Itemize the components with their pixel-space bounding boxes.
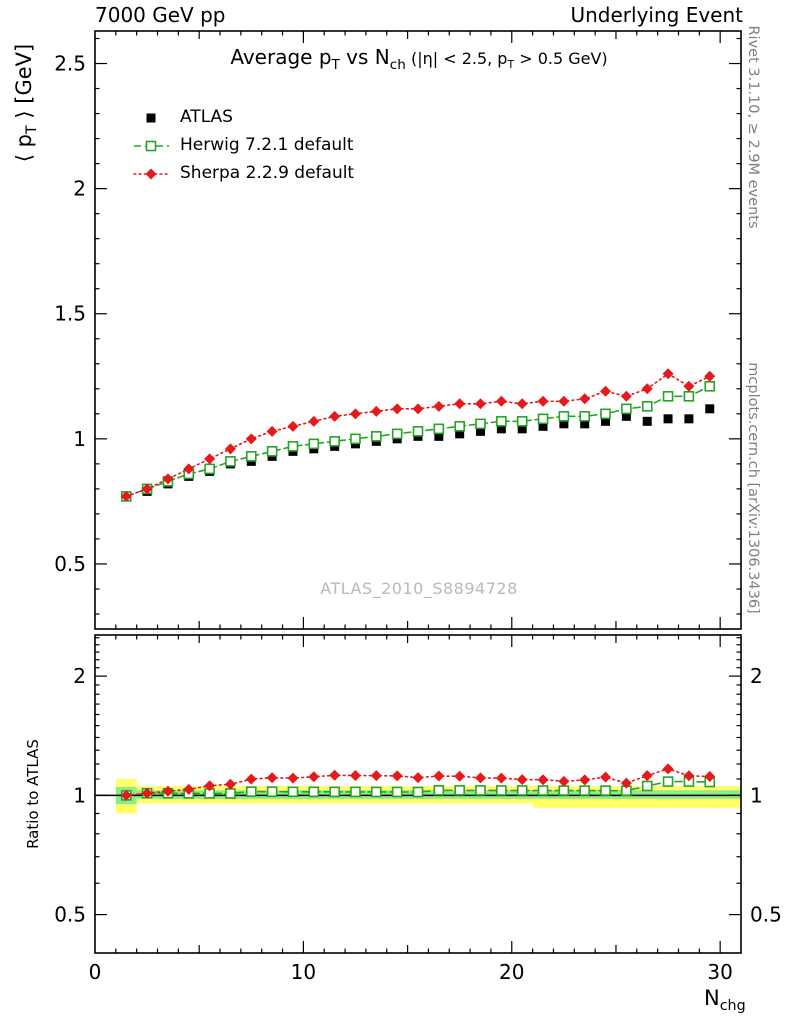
svg-text:0.5: 0.5 [54,552,86,576]
svg-text:0: 0 [89,960,102,984]
plot-title: Average pT vs Nch (|η| < 2.5, pT > 0.5 G… [230,45,608,73]
svg-text:1: 1 [73,783,86,807]
svg-text:1: 1 [750,783,763,807]
legend-entry-sherpa: Sherpa 2.2.9 default [180,163,355,183]
svg-text:0.5: 0.5 [54,903,86,927]
plot-header: 7000 GeV pp Underlying Event [95,3,743,27]
svg-text:10: 10 [291,960,316,984]
svg-text:1: 1 [73,427,86,451]
svg-text:0.5: 0.5 [750,903,782,927]
svg-text:30: 30 [707,960,732,984]
svg-text:2.5: 2.5 [54,52,86,76]
svg-text:2: 2 [750,664,763,688]
svg-text:2: 2 [73,177,86,201]
analysis-id-watermark: ATLAS_2010_S8894728 [320,579,518,598]
x-axis-label: Nchg [704,986,746,1015]
beam-label: 7000 GeV pp [95,3,226,27]
legend-entry-atlas: ATLAS [180,107,233,127]
svg-text:20: 20 [499,960,524,984]
legend-entry-herwig: Herwig 7.2.1 default [180,135,354,155]
analysis-group-label: Underlying Event [570,3,743,27]
svg-text:1.5: 1.5 [54,302,86,326]
svg-text:2: 2 [73,664,86,688]
